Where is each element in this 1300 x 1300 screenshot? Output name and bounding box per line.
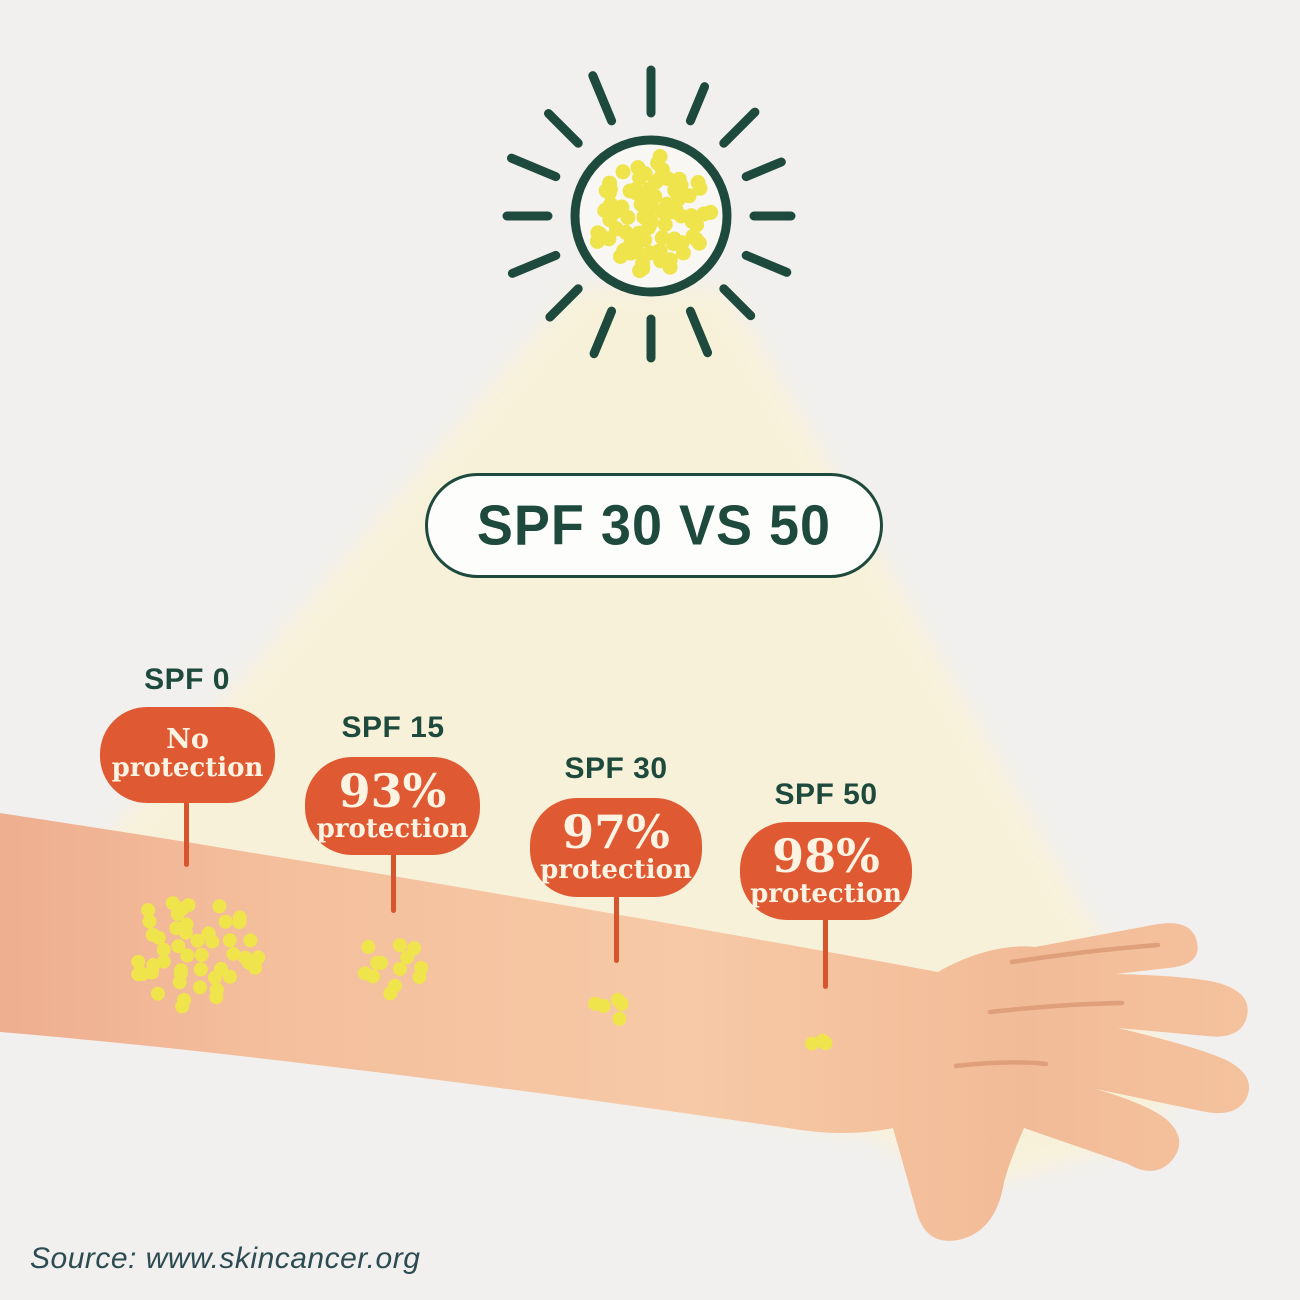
page-title: SPF 30 VS 50: [476, 494, 832, 557]
spf30-caption: protection: [540, 855, 692, 885]
spf0-pointer-line: [184, 801, 189, 867]
spf15-heading: SPF 15: [341, 711, 445, 744]
uv-dots-spf15: [358, 938, 429, 1001]
sun-uv-dots: [589, 149, 719, 279]
spf0-value: No: [166, 724, 209, 756]
spf15-value: 93%: [338, 763, 447, 818]
spf0-caption: protection: [111, 752, 264, 783]
arm-illustration: [0, 813, 1250, 1241]
spf50-heading: SPF 50: [774, 778, 878, 811]
spf15-caption: protection: [316, 813, 469, 844]
spf50-bubble: 98% protection: [740, 822, 912, 920]
spf15-pointer-line: [391, 853, 396, 913]
spf30-pointer-line: [614, 895, 619, 963]
hand-creases: [953, 942, 1161, 1069]
uv-dots-spf50: [805, 1033, 833, 1051]
spf30-heading: SPF 30: [564, 752, 668, 785]
spf30-bubble: 97% protection: [530, 798, 702, 897]
sun-icon: [502, 65, 796, 363]
source-credit: Source: www.skincancer.org: [30, 1242, 421, 1275]
spf0-bubble: No protection: [100, 707, 275, 803]
sun-rays: [502, 65, 796, 363]
spf50-caption: protection: [750, 878, 902, 909]
spf50-pointer-line: [823, 918, 828, 989]
title-pill: SPF 30 VS 50: [425, 473, 883, 578]
spf30-value: 97%: [562, 805, 670, 860]
uv-dots-spf30: [588, 992, 629, 1026]
spf50-value: 98%: [772, 828, 880, 883]
spf0-heading: SPF 0: [144, 663, 230, 696]
spf15-bubble: 93% protection: [305, 757, 480, 855]
uv-dots-spf0: [131, 896, 266, 1014]
